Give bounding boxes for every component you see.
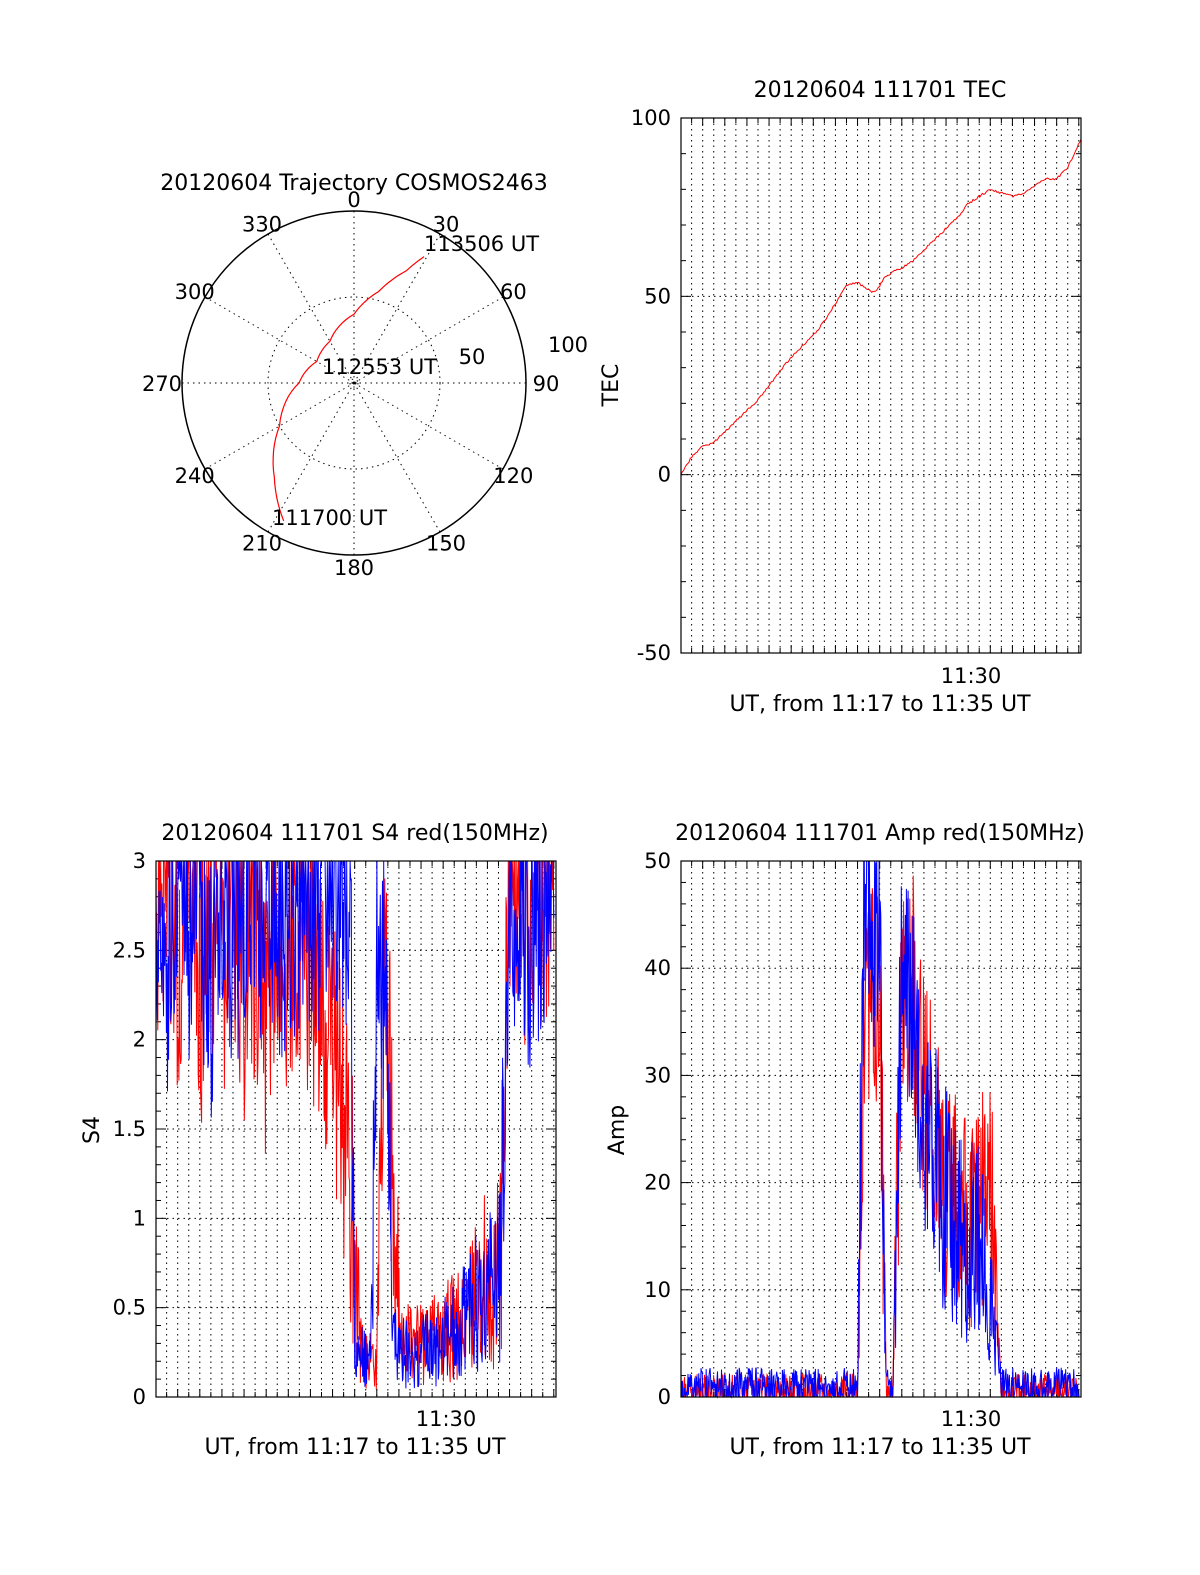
tec-series <box>680 139 1082 475</box>
amp-ylabel: Amp <box>605 1105 630 1155</box>
tec-grid <box>681 118 1081 653</box>
polar-azimuth-label: 90 <box>533 372 560 396</box>
polar-azimuth-label: 0 <box>347 188 360 212</box>
polar-title: 20120604 Trajectory COSMOS2463 <box>160 171 547 196</box>
s4-ytick-label: 0 <box>133 1385 146 1409</box>
polar-spoke-60 <box>353 296 504 384</box>
polar-azimuth-label: 150 <box>426 531 466 555</box>
s4-ytick-label: 2.5 <box>113 938 146 962</box>
s4-ytick-label: 1.5 <box>113 1117 146 1141</box>
tec-ticks: -50 0 50 100 <box>631 106 1081 665</box>
tec-ytick-label: 50 <box>644 284 671 308</box>
amp-ytick-label: 10 <box>644 1278 671 1302</box>
polar-azimuth-label: 240 <box>175 464 215 488</box>
polar-spoke-210 <box>267 382 355 533</box>
polar-azimuth-label: 330 <box>242 213 282 237</box>
s4-ticks: 0 0.5 1 1.5 2 2.5 3 <box>113 849 556 1409</box>
tec-ytick-label: 100 <box>631 106 671 130</box>
tec-ytick-label: 0 <box>658 463 671 487</box>
s4-xtick-label: 11:30 <box>416 1407 477 1431</box>
polar-spoke-150 <box>353 382 441 533</box>
tec-xtick-label: 11:30 <box>941 664 1002 688</box>
polar-azimuth-labels: 0 30 60 90 120 150 180 210 240 270 300 330 <box>142 188 559 580</box>
amp-ytick-label: 0 <box>658 1385 671 1409</box>
polar-spoke-30 <box>353 233 441 384</box>
s4-series <box>155 859 555 1390</box>
polar-radial-label-50: 50 <box>459 345 486 369</box>
polar-spoke-120 <box>353 382 504 470</box>
amp-series-line-secondary <box>680 860 1080 1399</box>
s4-ytick-label: 3 <box>133 849 146 873</box>
polar-spoke-240 <box>204 382 355 470</box>
s4-xlabel: UT, from 11:17 to 11:35 UT <box>204 1435 506 1460</box>
polar-azimuth-label: 60 <box>500 280 527 304</box>
amp-ticks: 0 10 20 30 40 50 <box>644 849 1081 1409</box>
amp-series <box>680 860 1080 1399</box>
tec-ytick-label: -50 <box>637 641 671 665</box>
amp-ytick-label: 30 <box>644 1063 671 1087</box>
polar-spoke-330 <box>267 233 355 384</box>
tec-panel: 20120604 111701 TEC -50 0 50 100 11:30 UT, … <box>599 78 1082 717</box>
tec-xlabel: UT, from 11:17 to 11:35 UT <box>729 692 1031 717</box>
polar-azimuth-label: 300 <box>175 280 215 304</box>
amp-plot-frame <box>680 860 1082 1398</box>
polar-ring-50 <box>267 296 441 470</box>
amp-xtick-label: 11:30 <box>941 1407 1002 1431</box>
s4-ytick-label: 1 <box>133 1206 146 1230</box>
polar-azimuth-label: 270 <box>142 372 182 396</box>
s4-title: 20120604 111701 S4 red(150MHz) <box>161 821 548 846</box>
s4-ytick-label: 0.5 <box>113 1296 146 1320</box>
tec-plot-frame <box>680 117 1082 654</box>
amp-ytick-label: 40 <box>644 956 671 980</box>
amp-ytick-label: 50 <box>644 849 671 873</box>
polar-azimuth-label: 30 <box>433 213 460 237</box>
polar-grid <box>181 210 527 556</box>
polar-azimuth-label: 120 <box>493 464 533 488</box>
polar-azimuth-label: 210 <box>242 531 282 555</box>
polar-end-label: 113506 UT <box>424 232 539 256</box>
s4-ylabel: S4 <box>80 1116 105 1144</box>
tec-series-line-primary <box>680 139 1082 475</box>
tec-title: 20120604 111701 TEC <box>754 78 1007 103</box>
polar-center-ring <box>349 378 359 388</box>
polar-trajectory-line <box>272 256 425 522</box>
amp-panel: 20120604 111701 Amp red(150MHz) 0 10 20 30 4… <box>605 821 1085 1460</box>
s4-plot-frame <box>155 860 557 1398</box>
s4-ytick-label: 2 <box>133 1028 146 1052</box>
s4-series-line-secondary <box>155 859 555 1389</box>
amp-xlabel: UT, from 11:17 to 11:35 UT <box>729 1435 1031 1460</box>
polar-radial-label-100: 100 <box>548 333 588 357</box>
s4-panel: 20120604 111701 S4 red(150MHz) 0 0.5 1 1.5 2… <box>80 821 557 1460</box>
polar-spoke-300 <box>204 296 355 384</box>
amp-title: 20120604 111701 Amp red(150MHz) <box>675 821 1085 846</box>
tec-ylabel: TEC <box>599 364 624 408</box>
polar-azimuth-label: 180 <box>334 556 374 580</box>
polar-start-label: 111700 UT <box>272 506 387 530</box>
polar-center-ring <box>351 380 357 386</box>
polar-trajectory-plot: 20120604 Trajectory COSMOS2463 0 30 60 90 12… <box>142 171 588 580</box>
polar-mid-label: 112553 UT <box>322 355 437 379</box>
amp-ytick-label: 20 <box>644 1171 671 1195</box>
